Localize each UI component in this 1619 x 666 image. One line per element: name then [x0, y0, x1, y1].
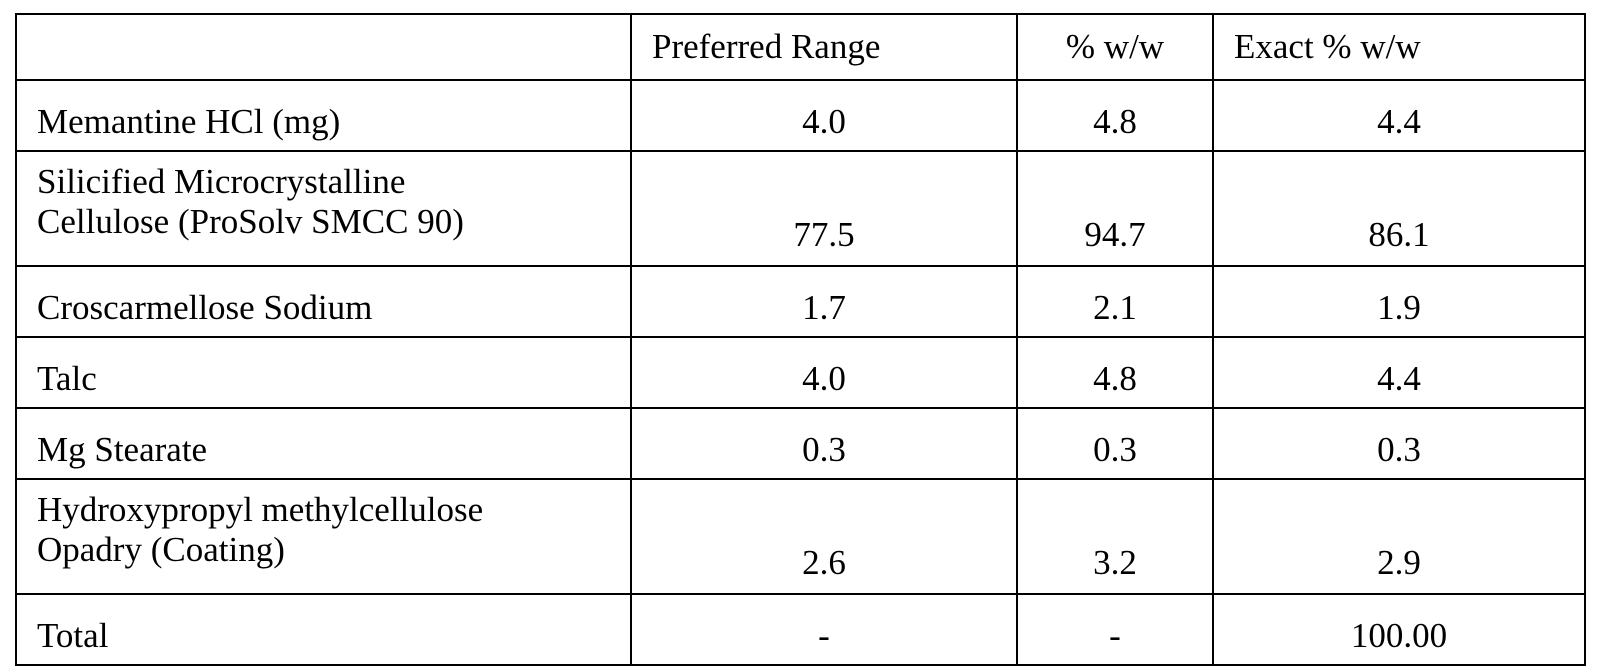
ingredient-name: Mg Stearate: [37, 430, 630, 470]
table-row: Memantine HCl (mg) 4.0 4.8 4.4: [16, 80, 1585, 151]
percent-ww-cell: 4.8: [1017, 80, 1213, 151]
header-exact-percent-ww: Exact % w/w: [1213, 14, 1585, 80]
ingredient-name: Total: [37, 616, 630, 656]
table-row: Talc 4.0 4.8 4.4: [16, 337, 1585, 408]
exact-percent-ww-cell: 86.1: [1213, 151, 1585, 266]
ingredient-cell: Talc: [16, 337, 631, 408]
exact-percent-ww-cell: 1.9: [1213, 266, 1585, 337]
ingredient-cell: Memantine HCl (mg): [16, 80, 631, 151]
preferred-range-cell: 2.6: [631, 479, 1017, 594]
ingredient-name: Croscarmellose Sodium: [37, 288, 630, 328]
ingredient-name: Talc: [37, 359, 630, 399]
ingredient-name-line2: Opadry (Coating): [37, 530, 630, 570]
formulation-table: Preferred Range % w/w Exact % w/w Memant…: [15, 13, 1586, 666]
exact-percent-ww-cell: 4.4: [1213, 80, 1585, 151]
exact-percent-ww-cell: 100.00: [1213, 594, 1585, 665]
preferred-range-cell: 0.3: [631, 408, 1017, 479]
percent-ww-cell: 2.1: [1017, 266, 1213, 337]
percent-ww-cell: 3.2: [1017, 479, 1213, 594]
ingredient-cell: Croscarmellose Sodium: [16, 266, 631, 337]
exact-percent-ww-cell: 4.4: [1213, 337, 1585, 408]
exact-percent-ww-cell: 2.9: [1213, 479, 1585, 594]
header-ingredient: [16, 14, 631, 80]
table-row-total: Total - - 100.00: [16, 594, 1585, 665]
ingredient-cell: Total: [16, 594, 631, 665]
percent-ww-cell: 4.8: [1017, 337, 1213, 408]
ingredient-cell: Silicified Microcrystalline Cellulose (P…: [16, 151, 631, 266]
preferred-range-cell: -: [631, 594, 1017, 665]
exact-percent-ww-cell: 0.3: [1213, 408, 1585, 479]
header-preferred-range: Preferred Range: [631, 14, 1017, 80]
percent-ww-cell: 94.7: [1017, 151, 1213, 266]
preferred-range-cell: 4.0: [631, 337, 1017, 408]
ingredient-name-line2: Cellulose (ProSolv SMCC 90): [37, 202, 630, 242]
percent-ww-cell: -: [1017, 594, 1213, 665]
percent-ww-cell: 0.3: [1017, 408, 1213, 479]
ingredient-name: Memantine HCl (mg): [37, 102, 630, 142]
ingredient-cell: Hydroxypropyl methylcellulose Opadry (Co…: [16, 479, 631, 594]
table-row: Hydroxypropyl methylcellulose Opadry (Co…: [16, 479, 1585, 594]
table-row: Silicified Microcrystalline Cellulose (P…: [16, 151, 1585, 266]
header-percent-ww: % w/w: [1017, 14, 1213, 80]
preferred-range-cell: 4.0: [631, 80, 1017, 151]
preferred-range-cell: 1.7: [631, 266, 1017, 337]
preferred-range-cell: 77.5: [631, 151, 1017, 266]
table-row: Croscarmellose Sodium 1.7 2.1 1.9: [16, 266, 1585, 337]
ingredient-name-line1: Silicified Microcrystalline: [37, 162, 630, 202]
ingredient-cell: Mg Stearate: [16, 408, 631, 479]
ingredient-name-line1: Hydroxypropyl methylcellulose: [37, 490, 630, 530]
table-row: Mg Stearate 0.3 0.3 0.3: [16, 408, 1585, 479]
header-row: Preferred Range % w/w Exact % w/w: [16, 14, 1585, 80]
